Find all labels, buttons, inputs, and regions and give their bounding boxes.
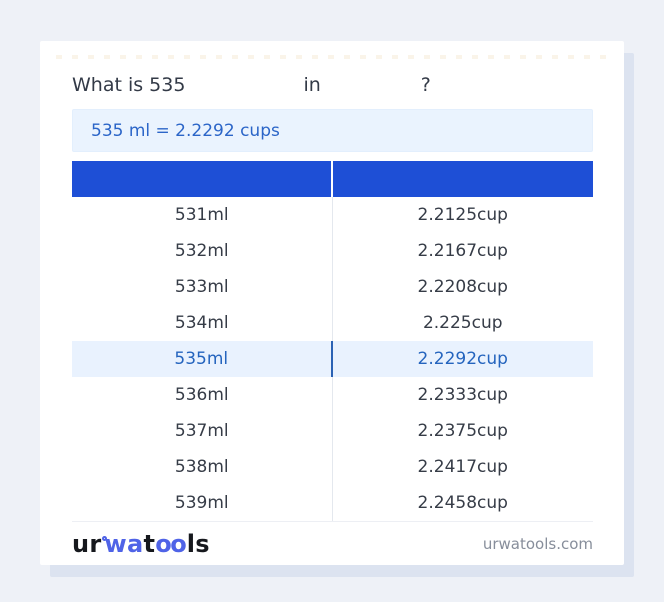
decorative-dashes: [56, 55, 608, 59]
table-row: 537ml 2.2375cup: [72, 413, 593, 449]
page-title: What is 535 in?: [72, 74, 593, 96]
logo-ring-icon: [101, 535, 107, 541]
table-row: 531ml 2.2125cup: [72, 197, 593, 233]
brand-logo[interactable]: ur watools: [72, 532, 210, 556]
cell-ml: 536ml: [72, 377, 333, 413]
cell-ml: 538ml: [72, 449, 333, 485]
cell-cup: 2.2292cup: [417, 349, 508, 369]
header-cell-cup: [333, 161, 594, 197]
cell-cup: 2.2417cup: [417, 457, 508, 477]
cell-ml: 532ml: [72, 233, 333, 269]
title-question-part1: What is 535: [72, 74, 186, 96]
logo-text-ur: ur: [72, 529, 102, 558]
cell-cup: 2.2375cup: [417, 421, 508, 441]
logo-text-t: t: [143, 529, 156, 558]
cell-cup: 2.2333cup: [417, 385, 508, 405]
table-row: 534ml 2.225cup: [72, 305, 593, 341]
cell-ml: 531ml: [72, 197, 333, 233]
table-row: 538ml 2.2417cup: [72, 449, 593, 485]
table-header: [72, 161, 593, 197]
logo-text-oo: oo: [155, 529, 186, 558]
card-footer: ur watools urwatools.com: [40, 522, 624, 565]
cell-cup: 2.2125cup: [417, 205, 508, 225]
table-row: 539ml 2.2458cup: [72, 485, 593, 521]
table-row: 535ml 2.2292cup: [72, 341, 593, 377]
conversion-result-banner: 535 ml = 2.2292 cups: [72, 109, 593, 152]
title-question-part2: in: [303, 74, 321, 96]
cell-ml: 535ml: [72, 341, 333, 377]
cell-ml: 539ml: [72, 485, 333, 521]
cell-cup: 2.225cup: [422, 313, 503, 333]
table-body: 531ml 2.2125cup 532ml 2.2167cup 533ml 2.…: [72, 197, 593, 522]
title-question-part3: ?: [420, 74, 431, 96]
cell-ml: 537ml: [72, 413, 333, 449]
cell-ml: 533ml: [72, 269, 333, 305]
logo-text-wa: wa: [104, 529, 144, 558]
conversion-result-text: 535 ml = 2.2292 cups: [91, 121, 280, 141]
logo-text-ls: ls: [186, 529, 210, 558]
cell-ml: 534ml: [72, 305, 333, 341]
site-domain: urwatools.com: [482, 534, 593, 553]
table-row: 532ml 2.2167cup: [72, 233, 593, 269]
table-row: 536ml 2.2333cup: [72, 377, 593, 413]
header-cell-ml: [72, 161, 333, 197]
cell-cup: 2.2208cup: [417, 277, 508, 297]
converter-card: What is 535 in? 535 ml = 2.2292 cups 531m…: [40, 41, 624, 565]
conversion-table: 531ml 2.2125cup 532ml 2.2167cup 533ml 2.…: [72, 161, 593, 522]
cell-cup: 2.2167cup: [417, 241, 508, 261]
table-row: 533ml 2.2208cup: [72, 269, 593, 305]
cell-cup: 2.2458cup: [417, 493, 508, 513]
